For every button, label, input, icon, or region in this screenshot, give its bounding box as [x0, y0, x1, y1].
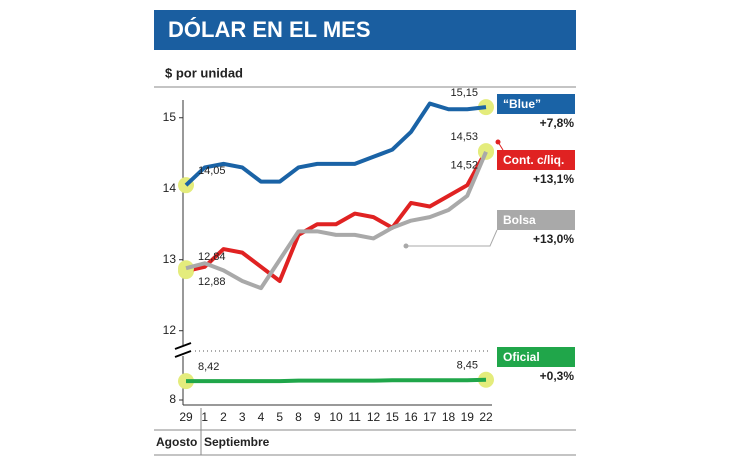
y-tick-label: 8: [169, 392, 176, 406]
x-tick-label: 19: [461, 410, 475, 424]
legend-change: +13,0%: [533, 232, 574, 246]
x-tick-label: 22: [479, 410, 493, 424]
series-line: [184, 101, 487, 187]
legend-change: +0,3%: [540, 369, 575, 383]
x-tick-label: 4: [258, 410, 265, 424]
x-tick-label: 16: [404, 410, 418, 424]
series-line: [186, 377, 487, 384]
x-tick-label: 11: [349, 410, 362, 424]
value-label: 12,88: [198, 276, 226, 288]
x-tick-label: 8: [295, 410, 302, 424]
x-tick-label: 9: [314, 410, 321, 424]
legend-box: [497, 94, 575, 114]
y-tick-label: 13: [163, 252, 177, 266]
value-label: 14,52: [450, 160, 478, 172]
legend-change: +7,8%: [540, 116, 575, 130]
y-tick-label: 15: [163, 110, 177, 124]
y-tick-label: 12: [163, 323, 177, 337]
axis-break: [174, 350, 192, 358]
x-tick-label: 3: [239, 410, 246, 424]
value-label: 14,05: [198, 165, 226, 177]
x-tick-label: 1: [201, 410, 208, 424]
month-label: Agosto: [156, 435, 197, 449]
x-tick-label: 18: [442, 410, 456, 424]
x-tick-label: 29: [179, 410, 193, 424]
y-tick-label: 14: [163, 181, 177, 195]
x-tick-label: 12: [367, 410, 381, 424]
x-tick-label: 15: [386, 410, 400, 424]
connector: [497, 141, 504, 151]
legend-change: +13,1%: [533, 172, 574, 186]
title-banner: [154, 10, 576, 50]
legend-label: Oficial: [503, 350, 540, 364]
chart-title: DÓLAR EN EL MES: [168, 17, 371, 42]
legend-box: [497, 347, 575, 367]
value-label: 14,53: [450, 131, 478, 143]
month-label: Septiembre: [204, 435, 270, 449]
legend-label: Cont. c/liq.: [503, 153, 564, 167]
x-tick-label: 17: [423, 410, 437, 424]
legend-label: Bolsa: [503, 213, 536, 227]
legend-label: “Blue”: [503, 97, 541, 111]
subtitle: $ por unidad: [165, 65, 243, 80]
value-label: 12,84: [198, 251, 226, 263]
value-label: 8,42: [198, 361, 219, 373]
x-tick-label: 2: [220, 410, 227, 424]
x-tick-label: 5: [276, 410, 283, 424]
connector: [406, 229, 498, 247]
legend-box: [497, 210, 575, 230]
value-label: 15,15: [450, 87, 478, 99]
series-line: [185, 151, 488, 291]
legend-box: [497, 150, 575, 170]
value-label: 8,45: [457, 360, 478, 372]
series-line: [185, 150, 488, 284]
x-tick-label: 10: [329, 410, 343, 424]
axis-break: [174, 342, 192, 350]
